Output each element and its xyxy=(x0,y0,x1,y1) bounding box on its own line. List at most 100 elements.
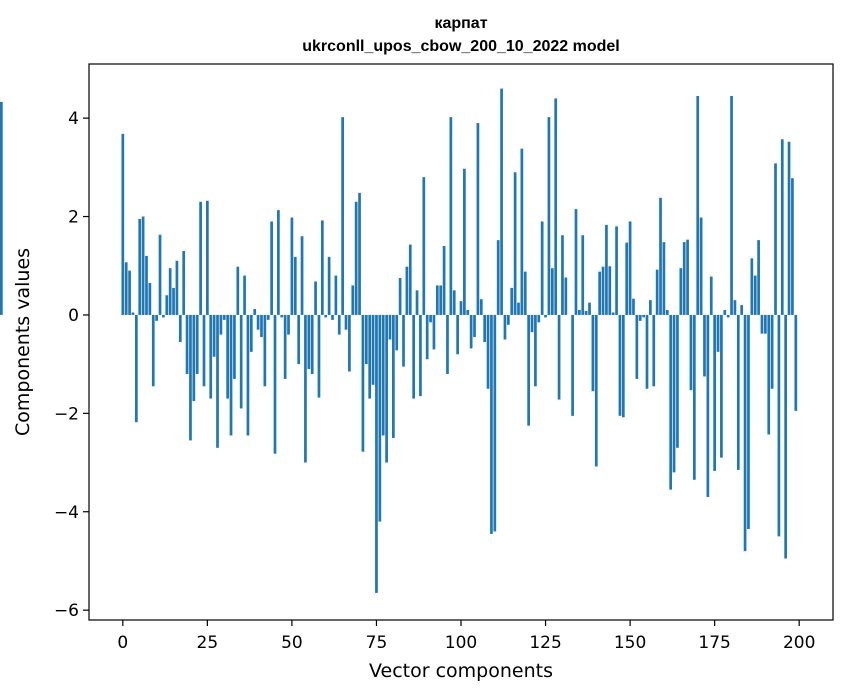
bar-component-18 xyxy=(182,250,186,315)
bar-component-178 xyxy=(723,310,727,315)
bar-component-3 xyxy=(131,312,135,315)
bar-component-9 xyxy=(151,314,155,387)
bar-component-48 xyxy=(283,314,287,379)
bar-component-4 xyxy=(134,314,138,423)
plot-frame xyxy=(88,63,834,621)
bar-component-39 xyxy=(253,309,257,315)
y-tick-label: −2 xyxy=(54,404,79,424)
bar-component-41 xyxy=(260,314,263,338)
bar-component-145 xyxy=(611,312,615,315)
bar-component-83 xyxy=(402,314,405,367)
bar-component-119 xyxy=(523,271,527,315)
bar-component-113 xyxy=(503,314,507,340)
bar-component-104 xyxy=(473,314,476,338)
bar-component-91 xyxy=(429,314,432,323)
bar-component-80 xyxy=(392,314,395,438)
y-axis-label: Components values xyxy=(12,248,34,436)
bar-component-187 xyxy=(753,275,757,315)
bar-component-128 xyxy=(554,98,558,315)
bar-component-16 xyxy=(175,260,179,315)
bar-component-79 xyxy=(388,314,392,340)
bar-component-160 xyxy=(662,242,666,315)
bar-component-19 xyxy=(185,314,189,374)
x-tick-label: 150 xyxy=(614,633,646,653)
bar-component-156 xyxy=(649,300,652,315)
bar-component-124 xyxy=(540,221,544,315)
bar-component-117 xyxy=(517,302,520,315)
bar-component-90 xyxy=(425,314,429,360)
bar-component-174 xyxy=(709,276,713,315)
y-tick-label: −4 xyxy=(54,503,79,523)
bar-component-84 xyxy=(405,266,409,315)
bar-component-164 xyxy=(676,314,679,448)
bar-component-193 xyxy=(774,163,777,315)
bar-component-36 xyxy=(243,275,246,315)
bar-component-148 xyxy=(621,314,625,418)
bar-component-149 xyxy=(625,242,629,315)
bar-component-30 xyxy=(222,314,226,320)
bar-component-158 xyxy=(655,269,659,315)
bar-component-197 xyxy=(787,141,791,315)
bar-component-88 xyxy=(419,314,422,397)
bar-component-172 xyxy=(703,314,706,377)
bar-component-125 xyxy=(544,314,547,318)
bar-component-13 xyxy=(165,295,169,315)
bar-component-28 xyxy=(216,314,219,448)
bar-component-190 xyxy=(764,314,767,334)
bar-component-63 xyxy=(334,275,338,315)
bar-component-70 xyxy=(358,192,361,315)
bar-component-183 xyxy=(740,305,744,315)
bar-component-26 xyxy=(209,314,213,399)
bar-component-157 xyxy=(652,314,656,387)
bar-component-0 xyxy=(121,133,125,315)
bar-component-75 xyxy=(375,314,378,593)
bar-component-43 xyxy=(266,314,270,320)
bar-component-67 xyxy=(348,314,351,372)
bar-component-109 xyxy=(490,314,493,534)
bar-component-131 xyxy=(564,277,568,315)
bar-component-11 xyxy=(158,234,162,315)
bar-component-23 xyxy=(199,201,202,315)
bar-component-185 xyxy=(747,314,750,529)
bar-component-199 xyxy=(794,314,798,411)
bar-component-151 xyxy=(632,298,635,315)
bar-component-64 xyxy=(337,314,341,335)
bar-component-8 xyxy=(148,282,152,315)
bar-component-14 xyxy=(168,268,172,315)
bar-component-102 xyxy=(466,310,470,315)
bar-component-53 xyxy=(300,236,304,315)
bar-component-76 xyxy=(378,314,382,522)
bar-component-20 xyxy=(189,314,192,441)
bar-component-118 xyxy=(520,148,524,315)
bar-component-38 xyxy=(249,314,253,352)
bar-component-170 xyxy=(696,95,700,315)
bar-component-49 xyxy=(287,314,290,335)
bar-component-37 xyxy=(246,314,250,436)
bar-component-123 xyxy=(537,314,541,323)
y-tick-label: 2 xyxy=(68,208,79,228)
bar-component-161 xyxy=(665,310,669,315)
bar-component-173 xyxy=(706,314,710,497)
bar-component-116 xyxy=(513,172,517,315)
bar-component-114 xyxy=(506,314,510,325)
bar-component-71 xyxy=(361,314,365,452)
bar-component-121 xyxy=(530,314,534,333)
bar-component-100 xyxy=(459,301,463,315)
bar-component-50 xyxy=(290,217,294,315)
bar-component-31 xyxy=(226,314,230,399)
bar-component-120 xyxy=(527,314,530,426)
x-tick-label: 175 xyxy=(698,633,730,653)
x-tick-label: 25 xyxy=(197,633,219,653)
bar-component-92 xyxy=(432,314,436,350)
bar-component-78 xyxy=(385,314,388,463)
bar-component-140 xyxy=(594,314,598,467)
bar-component-98 xyxy=(452,290,456,315)
bar-component-undefined xyxy=(0,101,3,315)
bar-component-136 xyxy=(581,235,585,315)
bar-component-177 xyxy=(720,314,723,458)
bar-component-1 xyxy=(124,262,128,315)
bar-component-68 xyxy=(351,285,355,315)
bar-component-6 xyxy=(141,216,145,315)
bar-component-126 xyxy=(547,117,551,315)
